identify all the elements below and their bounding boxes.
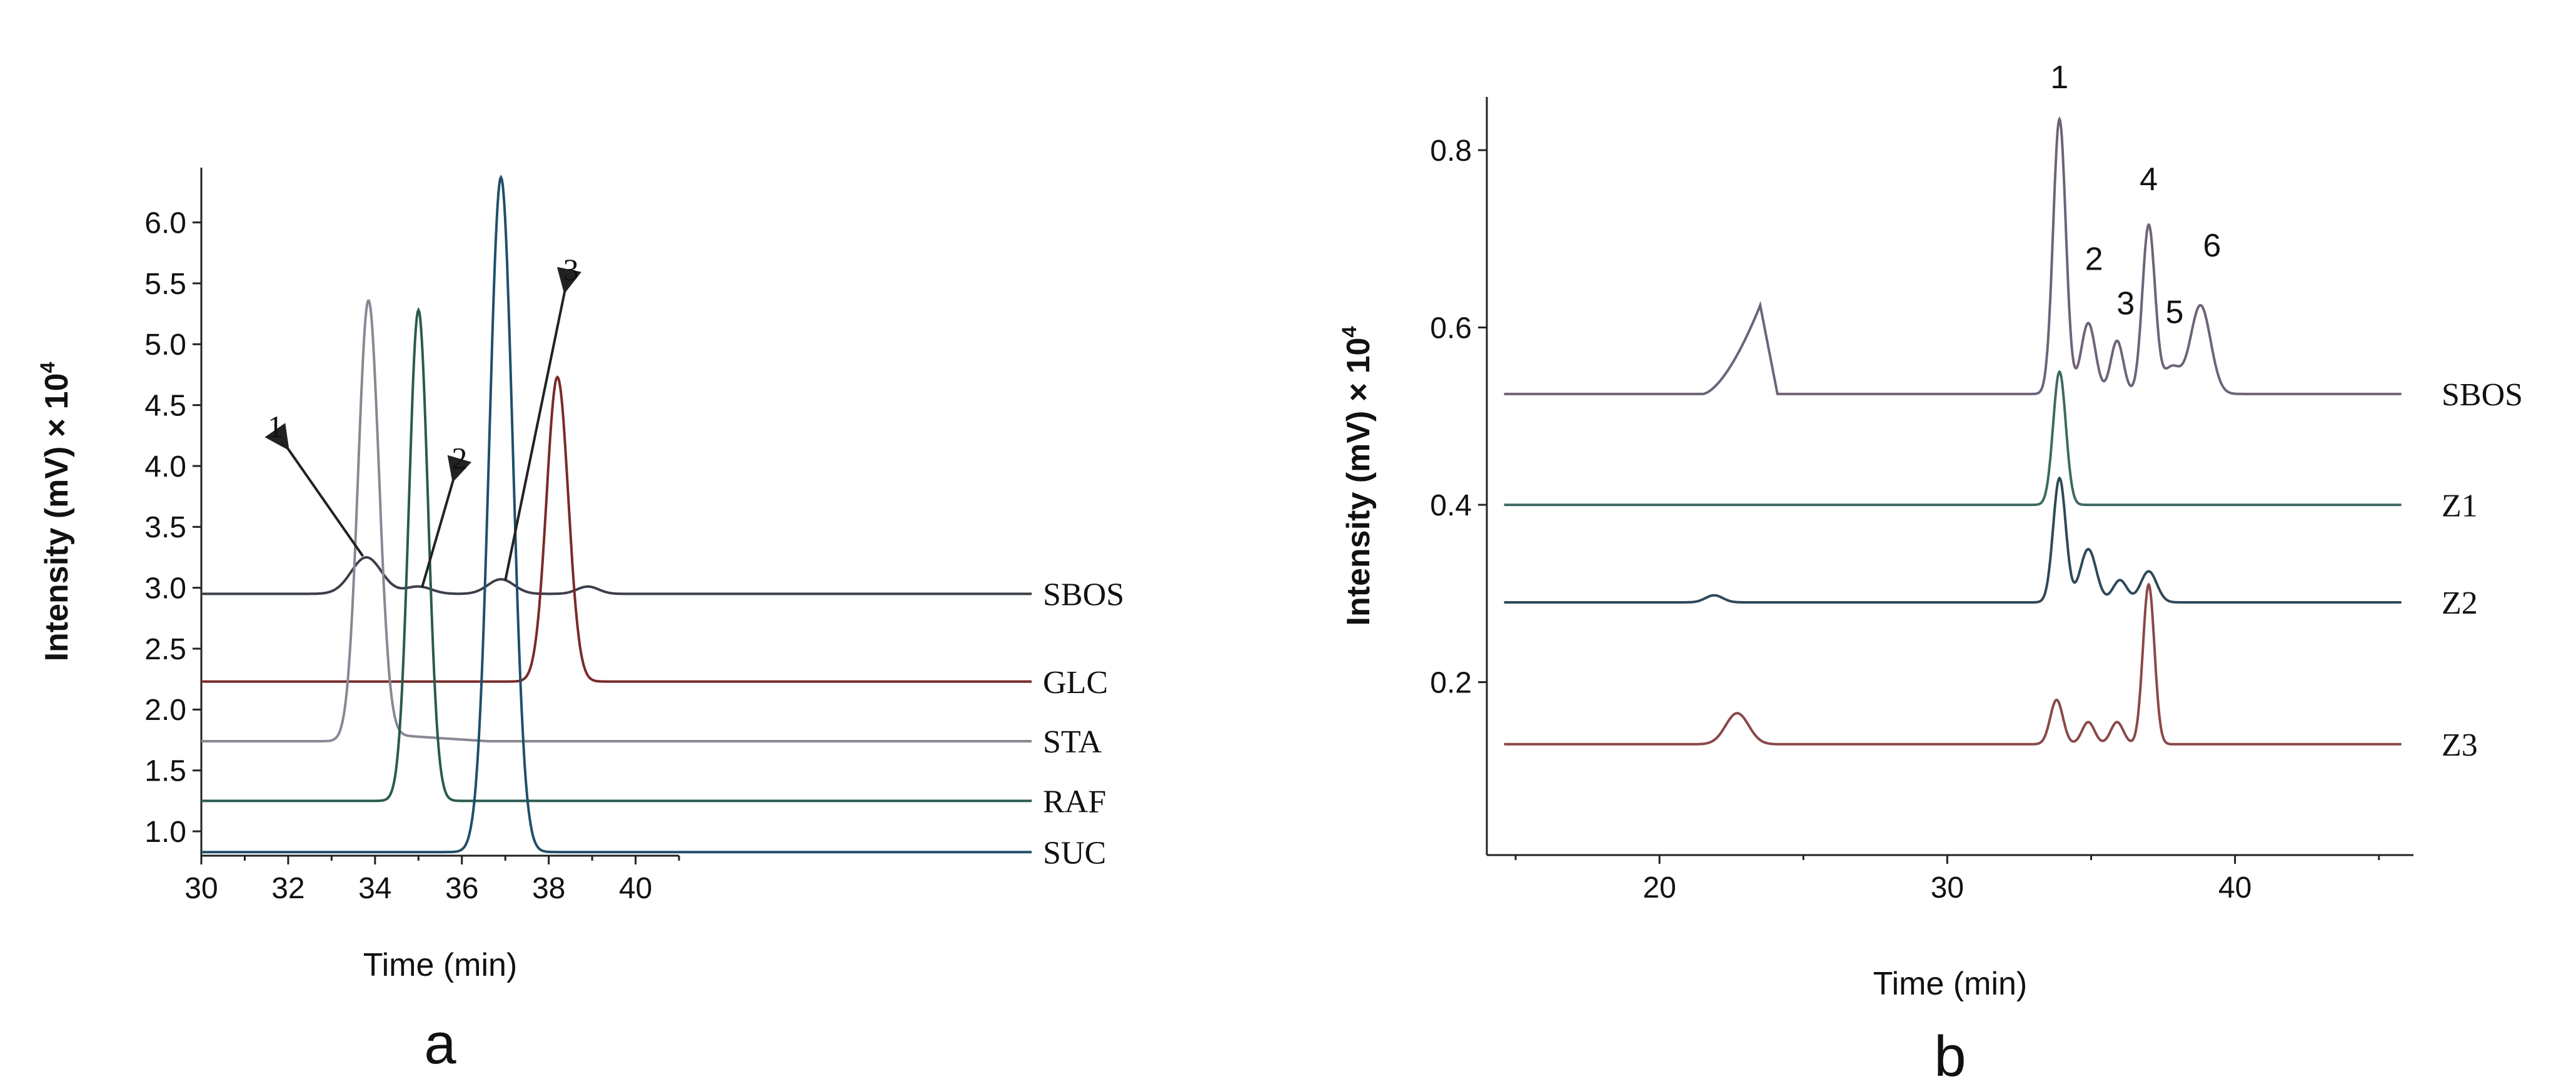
peak-label: 3 <box>2116 285 2135 322</box>
series-line-z3 <box>1504 582 2402 746</box>
peak-label: 4 <box>2140 161 2158 198</box>
series-line-z1 <box>1504 370 2402 507</box>
series-label: Z1 <box>2442 488 2478 524</box>
y-tick-label: 2.5 <box>144 633 186 666</box>
series-label: SBOS <box>2442 377 2523 413</box>
y-tick-label: 5.5 <box>144 268 186 301</box>
x-tick-label: 30 <box>184 872 218 905</box>
series-line-glc <box>201 375 1032 683</box>
y-tick-label: 0.6 <box>1430 312 1472 345</box>
series-line-sta <box>201 299 1032 742</box>
series-label: RAF <box>1043 784 1106 820</box>
x-tick-label: 38 <box>532 872 565 905</box>
annotation-arrow <box>420 455 472 589</box>
x-tick-label: 20 <box>1643 871 1676 904</box>
y-axis-title: Intensity (mV) × 104 <box>36 362 75 662</box>
peak-label: 1 <box>2050 59 2068 96</box>
y-axis-title-text: Intensity (mV) × 10 <box>1341 338 1377 626</box>
series-label: Z3 <box>2442 727 2478 763</box>
y-tick-label: 6.0 <box>144 206 186 240</box>
y-tick-label: 3.5 <box>144 511 186 544</box>
y-tick-label: 2.0 <box>144 694 186 727</box>
y-tick-label: 4.5 <box>144 389 186 422</box>
series-label: SBOS <box>1043 577 1124 613</box>
y-axis-title-text: Intensity (mV) × 10 <box>39 373 75 662</box>
peak-label: 6 <box>2203 228 2221 264</box>
x-tick-label: 36 <box>445 872 478 905</box>
y-tick-label: 1.5 <box>144 755 186 788</box>
annotation-label: 3 <box>563 252 579 287</box>
series-label: GLC <box>1043 665 1108 701</box>
series-line-z2 <box>1504 476 2402 604</box>
chart-panel-a: 1.01.52.02.53.03.54.04.55.05.56.030 32 34 3… <box>36 168 1124 1076</box>
annotation-label: 2 <box>451 441 467 476</box>
x-tick-label: 34 <box>358 872 391 905</box>
x-tick-label: 40 <box>619 872 652 905</box>
y-tick-label: 0.2 <box>1430 666 1472 699</box>
x-axis-title: Time (min) <box>363 947 518 983</box>
panel-label: a <box>424 1012 456 1076</box>
series-line-sbos <box>201 555 1032 595</box>
annotation-arrow <box>504 266 582 581</box>
series-label: STA <box>1043 724 1102 760</box>
y-tick-label: 0.8 <box>1430 134 1472 168</box>
y-axis-title-exponent: 4 <box>36 362 59 373</box>
series-label: Z2 <box>2442 585 2478 621</box>
peak-label: 2 <box>2085 241 2103 277</box>
panel-label: b <box>1934 1025 1966 1084</box>
x-axis-title: Time (min) <box>1873 966 2028 1002</box>
y-tick-label: 3.0 <box>144 572 186 605</box>
x-tick-label: 40 <box>2218 871 2251 904</box>
annotation-label: 1 <box>268 409 283 444</box>
x-tick-label: 32 <box>271 872 304 905</box>
series-line-raf <box>201 306 1032 803</box>
y-tick-label: 5.0 <box>144 328 186 362</box>
y-tick-label: 1.0 <box>144 816 186 849</box>
chart-panel-b: 0.2 0.4 0.6 0.8 20 30 40 Time (min) Intensity (m… <box>1338 59 2523 1084</box>
series-line-suc <box>201 174 1032 854</box>
y-axis-title: Intensity (mV) × 104 <box>1338 327 1377 626</box>
y-tick-label: 4.0 <box>144 450 186 484</box>
y-tick-label: 0.4 <box>1430 489 1472 522</box>
peak-label: 5 <box>2166 294 2184 330</box>
x-tick-label: 30 <box>1931 871 1964 904</box>
y-axis-title-exponent: 4 <box>1338 327 1361 338</box>
annotation-arrow <box>264 423 365 557</box>
series-label: SUC <box>1043 835 1106 871</box>
series-line-sbos <box>1504 116 2402 395</box>
